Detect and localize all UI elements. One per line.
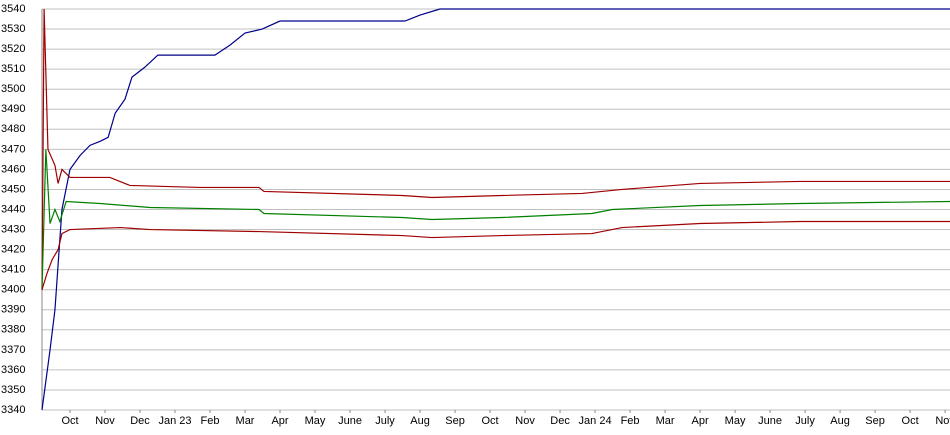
x-tick-label: Apr	[692, 415, 709, 427]
x-tick-label: Nov	[935, 415, 950, 427]
x-tick-label: Dec	[130, 415, 150, 427]
x-tick-label: Sep	[865, 415, 885, 427]
y-tick-label: 3530	[1, 23, 25, 35]
y-tick-label: 3360	[1, 364, 25, 376]
x-tick-label: Sep	[445, 415, 465, 427]
x-tick-label: July	[375, 415, 395, 427]
y-tick-label: 3380	[1, 324, 25, 336]
series-line	[41, 8, 950, 411]
x-tick-label: May	[305, 415, 326, 427]
y-tick-label: 3350	[1, 384, 25, 396]
x-tick-label: June	[338, 415, 362, 427]
x-tick-label: Mar	[236, 415, 255, 427]
x-tick-label: Dec	[550, 415, 570, 427]
y-tick-label: 3420	[1, 244, 25, 256]
x-tick-label: Aug	[410, 415, 430, 427]
x-tick-label: Mar	[656, 415, 675, 427]
x-tick-label: Feb	[621, 415, 640, 427]
series-line	[41, 8, 950, 290]
x-tick-label: Oct	[61, 415, 78, 427]
y-tick-label: 3370	[1, 344, 25, 356]
series-line	[41, 149, 950, 290]
y-tick-label: 3480	[1, 123, 25, 135]
y-tick-label: 3460	[1, 163, 25, 175]
y-tick-label: 3500	[1, 83, 25, 95]
y-tick-label: 3450	[1, 183, 25, 195]
x-tick-label: Jan 23	[158, 415, 191, 427]
y-tick-label: 3510	[1, 63, 25, 75]
x-tick-label: May	[725, 415, 746, 427]
y-tick-label: 3440	[1, 203, 25, 215]
x-tick-label: Apr	[271, 415, 288, 427]
y-tick-label: 3540	[1, 3, 25, 15]
y-tick-label: 3470	[1, 143, 25, 155]
y-tick-label: 3390	[1, 304, 25, 316]
x-tick-label: Nov	[515, 415, 535, 427]
x-tick-label: Oct	[902, 415, 919, 427]
x-tick-label: Oct	[481, 415, 498, 427]
x-tick-label: June	[758, 415, 782, 427]
x-tick-label: July	[795, 415, 815, 427]
y-tick-label: 3410	[1, 264, 25, 276]
y-tick-label: 3400	[1, 284, 25, 296]
y-tick-label: 3430	[1, 223, 25, 235]
y-tick-label: 3520	[1, 43, 25, 55]
series-line	[41, 220, 950, 290]
y-tick-label: 3340	[1, 404, 25, 416]
x-tick-label: Jan 24	[579, 415, 612, 427]
x-tick-label: Feb	[201, 415, 220, 427]
x-tick-label: Aug	[830, 415, 850, 427]
y-tick-label: 3490	[1, 103, 25, 115]
x-tick-label: Nov	[95, 415, 115, 427]
